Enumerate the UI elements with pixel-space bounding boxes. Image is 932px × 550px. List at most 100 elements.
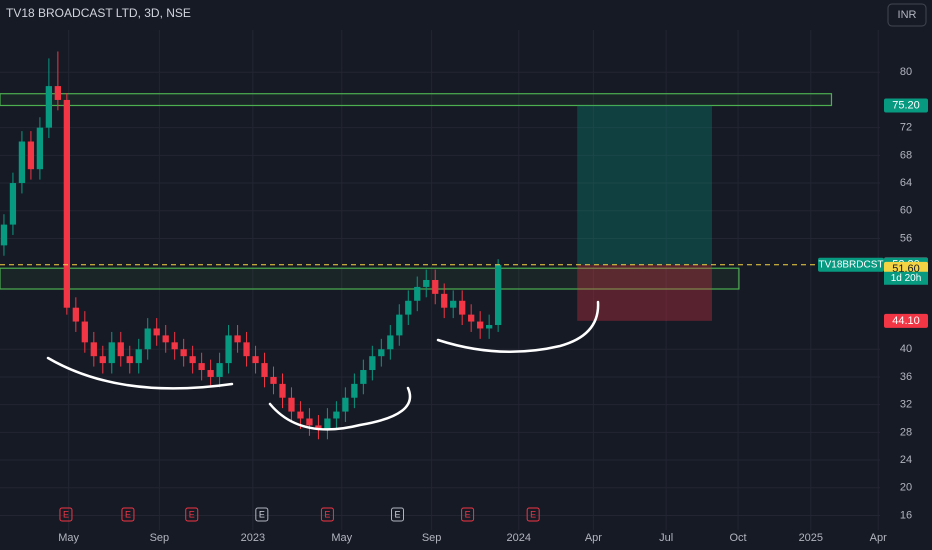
currency[interactable]: INR xyxy=(898,9,917,21)
x-tick-label: Sep xyxy=(150,532,170,544)
earnings-marker xyxy=(59,507,73,522)
candle-body xyxy=(279,383,286,398)
candle-body xyxy=(108,342,115,364)
hand-curve xyxy=(268,386,412,431)
candle-body xyxy=(306,418,313,426)
candle-body xyxy=(459,300,466,315)
candle-body xyxy=(414,286,421,301)
candle-body xyxy=(54,86,62,100)
candle-body xyxy=(494,264,502,326)
candle-body xyxy=(423,280,430,287)
candle-body xyxy=(9,183,17,225)
countdown-box xyxy=(884,271,928,285)
candle-body xyxy=(297,411,304,419)
candle-body xyxy=(45,86,53,128)
price-label-box xyxy=(884,98,928,113)
y-tick-label: 28 xyxy=(900,426,912,438)
candle-body xyxy=(198,363,205,371)
candle-body xyxy=(360,370,367,384)
candle-body xyxy=(243,342,250,357)
price-label: 44.10 xyxy=(892,315,920,327)
x-tick-label: 2025 xyxy=(799,532,823,544)
candle-body xyxy=(216,363,223,377)
candle-body xyxy=(207,370,214,377)
stop-zone xyxy=(577,264,712,321)
price-label: 75.20 xyxy=(892,99,920,111)
x-tick-label: Oct xyxy=(729,532,746,544)
y-tick-label: 20 xyxy=(900,482,912,494)
candle-body xyxy=(117,342,124,357)
earnings-marker xyxy=(255,507,269,522)
earnings-marker xyxy=(121,507,135,522)
x-tick-label: Jul xyxy=(659,532,673,544)
candle-body xyxy=(27,141,35,170)
candle-body xyxy=(0,224,8,246)
zone xyxy=(0,93,833,107)
x-tick-label: Sep xyxy=(422,532,442,544)
earnings-marker xyxy=(526,507,540,522)
earnings-marker xyxy=(391,507,405,522)
x-tick-label: May xyxy=(58,532,79,544)
candle-body xyxy=(333,411,340,419)
y-tick-label: 16 xyxy=(900,509,912,521)
candle-body xyxy=(234,335,241,343)
candle-body xyxy=(252,356,259,364)
earnings-label: E xyxy=(465,509,471,519)
hand-curve xyxy=(46,356,234,390)
hand-curve xyxy=(436,300,600,354)
earnings-label: E xyxy=(394,509,400,519)
candle-body xyxy=(189,356,196,364)
candle-body xyxy=(171,342,178,350)
candle-body xyxy=(18,141,26,184)
candle-body xyxy=(468,314,475,322)
candle-body xyxy=(477,321,484,329)
y-tick-label: 68 xyxy=(900,149,912,161)
candle-body xyxy=(72,307,79,322)
candle-body xyxy=(378,349,385,357)
earnings-marker xyxy=(185,507,199,522)
candle-body xyxy=(126,356,133,364)
candle-body xyxy=(387,335,394,350)
x-tick-label: 2023 xyxy=(241,532,265,544)
y-tick-label: 80 xyxy=(900,66,912,78)
y-tick-label: 64 xyxy=(900,177,912,189)
candle-body xyxy=(369,356,376,371)
candle-body xyxy=(261,363,268,377)
candle-body xyxy=(90,342,97,357)
y-tick-label: 60 xyxy=(900,205,912,217)
x-tick-label: 2024 xyxy=(507,532,531,544)
y-tick-label: 72 xyxy=(900,122,912,134)
target-zone xyxy=(577,105,712,265)
chart-title: TV18 BROADCAST LTD, 3D, NSE xyxy=(6,6,191,20)
candle-body xyxy=(99,356,106,364)
candle-body xyxy=(450,300,457,308)
candle-body xyxy=(315,425,322,429)
earnings-label: E xyxy=(324,509,330,519)
candle-body xyxy=(81,321,88,343)
price-label-box xyxy=(884,313,928,328)
y-tick-label: 24 xyxy=(900,454,912,466)
countdown: 1d 20h xyxy=(891,273,922,284)
earnings-label: E xyxy=(63,509,69,519)
candle-body xyxy=(135,349,142,364)
y-tick-label: 56 xyxy=(900,232,912,244)
candle-body xyxy=(180,349,187,357)
earnings-marker xyxy=(320,507,334,522)
candle-body xyxy=(270,376,277,384)
earnings-marker xyxy=(461,507,475,522)
currency-box[interactable] xyxy=(887,3,927,27)
x-tick-label: Apr xyxy=(870,532,887,544)
zone xyxy=(0,267,740,290)
ticker: TV18BRDCST xyxy=(818,259,883,270)
earnings-label: E xyxy=(259,509,265,519)
candle-body xyxy=(432,280,439,294)
y-tick-label: 40 xyxy=(900,343,912,355)
candle-body xyxy=(288,397,295,412)
candle-body xyxy=(63,99,70,308)
candle-body xyxy=(36,127,44,170)
candle-body xyxy=(486,325,493,329)
ticker-box xyxy=(818,257,884,272)
